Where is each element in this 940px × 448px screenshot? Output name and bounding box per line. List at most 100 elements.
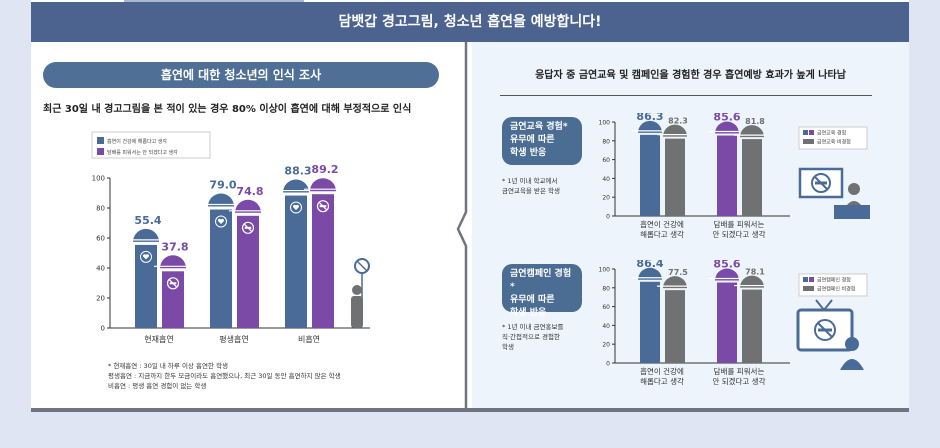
y-tick-label: 0 (606, 214, 610, 221)
top-accent-line (124, 0, 304, 3)
category-label: 흡연이 건강에 (640, 219, 684, 229)
bar-1-0 (717, 135, 737, 216)
bar-1-0 (717, 282, 737, 363)
y-tick-label: 60 (602, 304, 610, 311)
title-rule (500, 95, 872, 96)
bar-1-0-head (208, 193, 234, 207)
y-tick-label: 20 (96, 295, 105, 303)
bar-0-1-head (663, 124, 687, 137)
bar-0-0-head (133, 228, 159, 242)
bar-2-1-head (310, 178, 336, 192)
prohibit-line (243, 223, 253, 233)
data-label: 89.2 (311, 163, 338, 176)
y-tick-label: 80 (96, 205, 105, 213)
prohibit-line (318, 201, 328, 211)
data-label: 86.3 (636, 113, 663, 123)
campaign-label-line1: 금연캠페인 경험* (510, 269, 572, 292)
data-label: 37.8 (161, 240, 188, 253)
data-label: 86.4 (636, 260, 663, 270)
legend-swatch (97, 137, 104, 144)
campaign-label-box: 금연캠페인 경험* 유무에 따른 학생 반응 (502, 264, 582, 318)
bar-1-1-head (740, 275, 764, 288)
data-label: 81.8 (745, 117, 765, 126)
y-tick-label: 100 (92, 175, 105, 183)
bar-0-1 (162, 271, 184, 328)
bar-1-1 (742, 289, 762, 363)
education-label-line1: 금연교육 경험* (510, 122, 568, 132)
no-smoking-icon (166, 277, 180, 290)
heart-icon (140, 250, 152, 263)
category-label: 담배를 피워서는 (714, 366, 765, 376)
bar-1-0-head (715, 268, 739, 281)
data-label: 85.6 (713, 260, 740, 271)
legend-swatch (803, 277, 808, 282)
bar-2-0 (285, 195, 307, 328)
bar-0-1 (665, 290, 685, 363)
bar-1-1 (742, 139, 762, 216)
y-tick-label: 40 (602, 323, 610, 330)
data-label: 55.4 (134, 214, 161, 227)
legend-swatch (809, 277, 814, 282)
data-label: 79.0 (209, 179, 236, 192)
education-label-line2: 유무에 따른 (510, 135, 555, 145)
y-tick-label: 60 (602, 157, 610, 164)
category-label: 안 되겠다고 생각 (712, 229, 765, 239)
category-label: 담배를 피워서는 (714, 219, 765, 229)
legend-label: 흡연이 건강에 해롭다고 생각 (107, 138, 167, 145)
left-footnote: * 현재흡연 : 30일 내 하루 이상 흡연한 학생 평생흡연 : 지금까지 … (108, 362, 341, 390)
data-label: 82.3 (668, 117, 688, 126)
tv-no-smoking-illustration (796, 299, 864, 370)
bar-0-0 (640, 134, 660, 216)
no-smoking-icon (241, 221, 255, 234)
person-body (351, 296, 363, 328)
panel-divider-arrow (456, 42, 468, 408)
bar-0-0 (640, 281, 660, 363)
y-tick-label: 20 (602, 342, 610, 349)
legend-label: 금연교육 경험 (817, 130, 846, 137)
page-title: 담뱃갑 경고그림, 청소년 흡연을 예방합니다! (31, 2, 909, 42)
bar-1-0 (210, 209, 232, 328)
bar-0-0 (135, 244, 157, 328)
bar-0-0-head (638, 120, 662, 133)
category-label: 흡연이 건강에 (640, 366, 684, 376)
y-tick-label: 20 (602, 195, 610, 202)
legend-label: 담배를 피워서는 안 되겠다고 생각 (107, 149, 178, 156)
category-label: 평생흡연 (219, 334, 248, 344)
campaign-label-line2: 유무에 따른 (510, 295, 555, 305)
data-label: 78.1 (745, 268, 765, 277)
y-tick-label: 100 (599, 267, 611, 274)
category-label: 안 되겠다고 생각 (712, 376, 765, 386)
left-subtitle: 최근 30일 내 경고그림을 본 적이 있는 경우 80% 이상이 흡연에 대해… (43, 104, 412, 115)
section-heading-left: 흡연에 대한 청소년의 인식 조사 (43, 62, 439, 88)
legend-label: 금연캠페인 경험 (817, 277, 851, 284)
bar-1-1 (237, 215, 259, 328)
heart-shape (143, 254, 149, 260)
legend-swatch (97, 148, 104, 155)
bar-0-1-head (160, 255, 186, 269)
legend-box (798, 126, 868, 150)
legend-box (798, 273, 868, 297)
bar-0-1-head (663, 276, 687, 289)
category-label: 현재흡연 (144, 334, 173, 344)
sign-slash (356, 260, 368, 272)
category-label: 해롭다고 생각 (640, 376, 684, 386)
no-smoking-icon (316, 200, 330, 213)
legend-label: 금연캠페인 비경험 (817, 286, 855, 293)
y-tick-label: 60 (96, 235, 105, 243)
data-label: 77.5 (668, 268, 688, 277)
bar-2-0-head (283, 179, 309, 193)
legend-swatch (803, 286, 814, 291)
bar-1-0-head (715, 121, 739, 134)
education-label-box: 금연교육 경험* 유무에 따른 학생 반응 (502, 117, 582, 165)
classroom-no-smoking-illustration (798, 167, 870, 219)
y-tick-label: 80 (602, 138, 610, 145)
education-note: * 1년 이내 학교에서 금연교육을 받은 학생 (502, 177, 560, 195)
data-label: 74.8 (236, 185, 263, 198)
y-tick-label: 80 (602, 285, 610, 292)
legend-swatch (803, 130, 808, 135)
legend-swatch (803, 139, 814, 144)
y-tick-label: 100 (599, 120, 611, 127)
